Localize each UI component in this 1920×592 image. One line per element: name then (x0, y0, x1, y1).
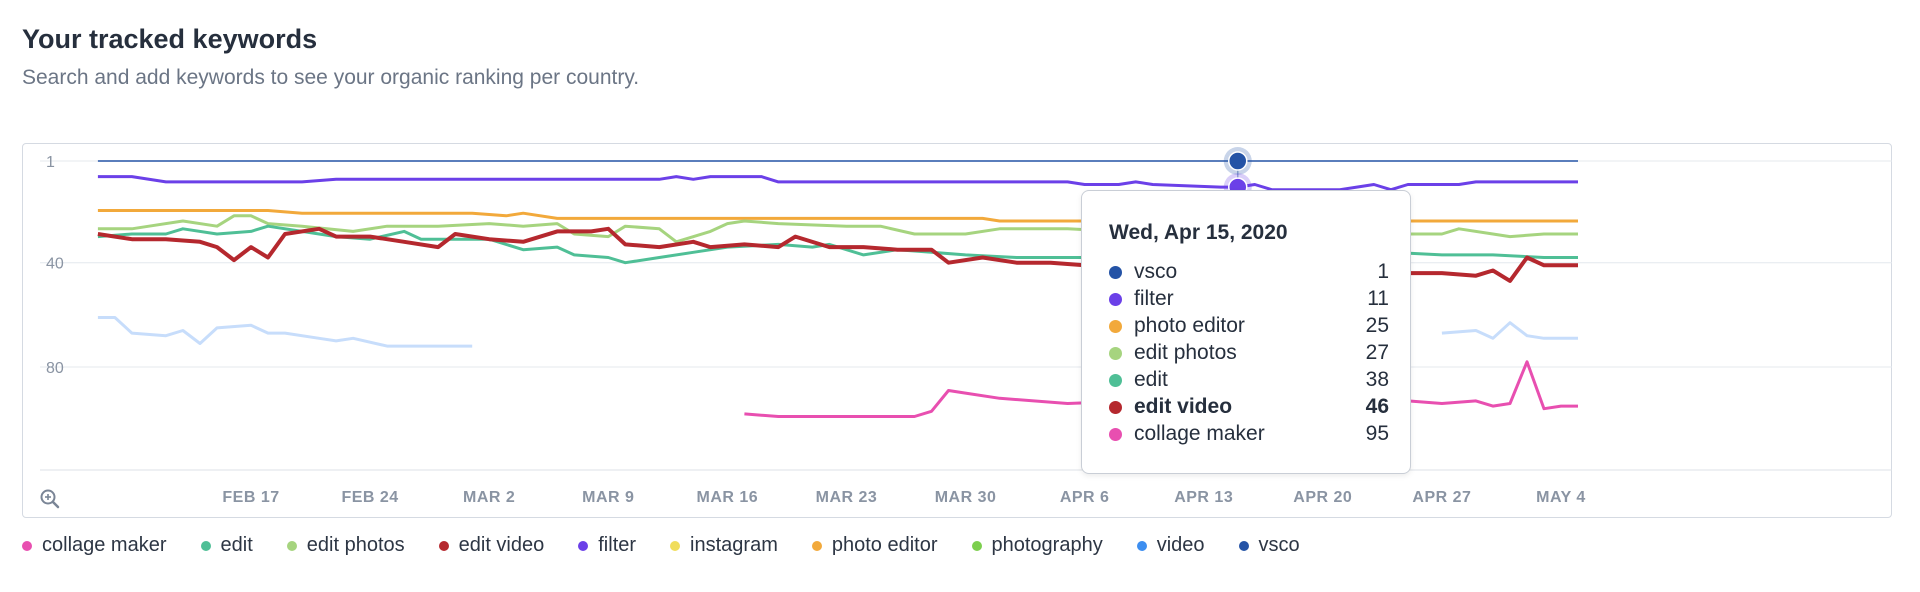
page-title: Your tracked keywords (22, 24, 318, 54)
series-dot-icon (1109, 293, 1122, 306)
tooltip-row: edit photos 27 (1109, 341, 1389, 367)
x-tick-label: MAR 30 (935, 489, 997, 506)
legend-dot-icon (670, 540, 681, 551)
series-line-filter (97, 175, 1578, 192)
legend-label: edit photos (306, 534, 405, 556)
tooltip-row: photo editor 25 (1109, 314, 1389, 340)
y-axis-ticks: 1 40 80 (46, 154, 64, 377)
tooltip-row: edit 38 (1109, 368, 1389, 394)
legend-item-filter[interactable]: filter (578, 534, 636, 557)
legend-label: vsco (1258, 534, 1300, 556)
y-tick-label: 80 (46, 360, 64, 377)
series-dot-icon (1109, 428, 1122, 441)
x-tick-label: MAR 23 (816, 489, 878, 506)
series-dot-icon (1109, 347, 1122, 360)
legend-item-video[interactable]: video (1136, 534, 1205, 557)
tooltip-series-name: vsco (1134, 260, 1178, 283)
x-tick-label: MAY 4 (1536, 489, 1586, 506)
x-tick-label: APR 6 (1060, 489, 1110, 506)
chart-frame[interactable] (22, 143, 1892, 518)
x-tick-label: FEB 17 (222, 489, 279, 506)
hover-marker-vsco (1228, 151, 1248, 171)
legend-dot-icon (200, 540, 211, 551)
series-line-video (1441, 321, 1578, 340)
legend-dot-icon (438, 540, 449, 551)
legend-label: edit (220, 534, 253, 556)
grid-lines (40, 160, 1892, 471)
tooltip-row: collage maker 95 (1109, 422, 1389, 448)
x-tick-label: APR 13 (1174, 489, 1233, 506)
legend-item-photography[interactable]: photography (971, 534, 1103, 557)
legend-item-edit-photos[interactable]: edit photos (286, 534, 405, 557)
legend-dot-icon (1238, 540, 1249, 551)
legend-item-photo-editor[interactable]: photo editor (811, 534, 938, 557)
legend-item-edit-video[interactable]: edit video (438, 534, 545, 557)
x-tick-label: FEB 24 (341, 489, 398, 506)
tooltip-series-name: edit video (1134, 395, 1233, 418)
y-tick-label: 1 (46, 154, 55, 171)
zoom-in-icon[interactable] (40, 489, 60, 509)
tooltip-series-value: 38 (1365, 368, 1389, 391)
legend-item-collage-maker[interactable]: collage maker (22, 534, 167, 557)
x-tick-label: APR 20 (1293, 489, 1352, 506)
legend-item-instagram[interactable]: instagram (670, 534, 778, 557)
tooltip-series-name: filter (1134, 287, 1174, 310)
legend-dot-icon (971, 540, 982, 551)
legend-label: filter (598, 534, 637, 556)
tooltip-series-name: photo editor (1134, 314, 1245, 337)
tooltip-series-value: 11 (1367, 287, 1389, 310)
legend-label: collage maker (42, 534, 167, 556)
series-line-video (97, 316, 473, 348)
legend-label: photography (991, 534, 1103, 556)
tooltip-series-name: edit photos (1134, 341, 1237, 364)
series-dot-icon (1109, 266, 1122, 279)
legend-item-vsco[interactable]: vsco (1238, 534, 1300, 557)
series-dot-icon (1109, 374, 1122, 387)
tooltip-date: Wed, Apr 15, 2020 (1109, 221, 1288, 244)
tooltip-series-value: 46 (1365, 395, 1389, 418)
series-dot-icon (1109, 320, 1122, 333)
x-axis-ticks: FEB 17 FEB 24 MAR 2 MAR 9 MAR 16 MAR 23 MAR 30… (222, 489, 1585, 506)
page-subtitle: Search and add keywords to see your orga… (22, 66, 640, 89)
x-tick-label: MAR 9 (582, 489, 634, 506)
legend-item-edit[interactable]: edit (200, 534, 253, 557)
tooltip-series-name: edit (1134, 368, 1168, 391)
tooltip-series-value: 27 (1365, 341, 1389, 364)
hover-tooltip: Wed, Apr 15, 2020 vsco 1 filter 11 photo edi… (1081, 190, 1411, 474)
legend-dot-icon (578, 540, 589, 551)
tooltip-series-value: 95 (1365, 422, 1389, 445)
x-tick-label: MAR 16 (697, 489, 759, 506)
legend-dot-icon (1136, 540, 1147, 551)
legend-dot-icon (811, 540, 822, 551)
chart-legend: collage maker edit edit photos edit video fi… (22, 534, 1334, 557)
tooltip-series-value: 25 (1365, 314, 1389, 337)
legend-label: photo editor (831, 534, 938, 556)
tooltip-row: filter 11 (1109, 287, 1389, 313)
tooltip-series-value: 1 (1377, 260, 1389, 283)
tooltip-row: vsco 1 (1109, 260, 1389, 286)
y-tick-label: 40 (46, 256, 64, 273)
tooltip-series-name: collage maker (1134, 422, 1265, 445)
legend-label: instagram (690, 534, 778, 556)
legend-label: video (1156, 534, 1205, 556)
series-dot-icon (1109, 401, 1122, 414)
legend-dot-icon (22, 540, 32, 551)
legend-label: edit video (458, 534, 545, 556)
x-tick-label: APR 27 (1412, 489, 1471, 506)
legend-dot-icon (286, 540, 297, 551)
tooltip-row: edit video 46 (1109, 395, 1389, 421)
x-tick-label: MAR 2 (463, 489, 515, 506)
